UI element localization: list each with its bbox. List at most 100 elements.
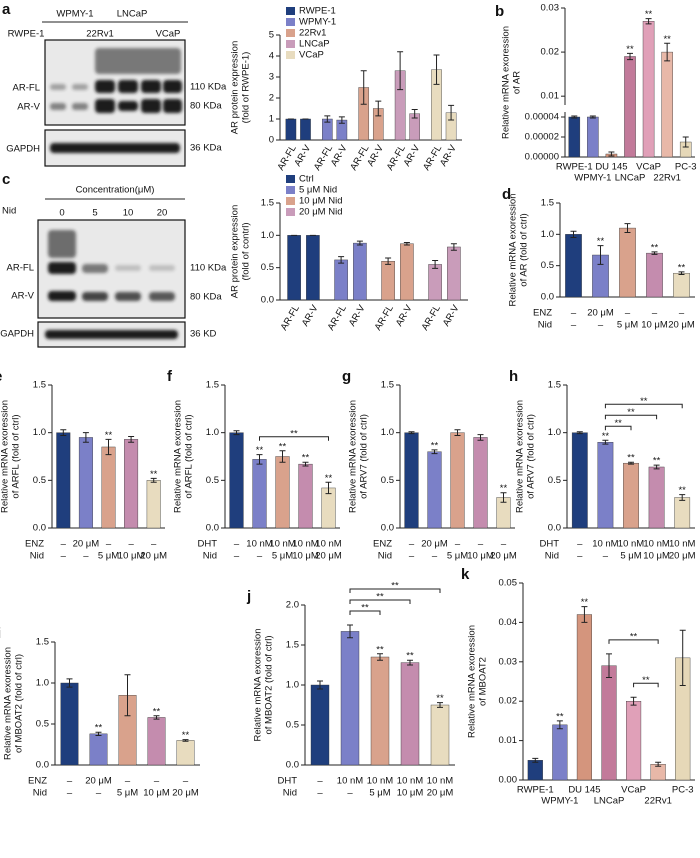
error-bar <box>571 115 578 119</box>
treatment-label: 20 μM <box>315 551 342 562</box>
y-tick-label: 0 <box>269 135 274 146</box>
y-tick-label: 0.00002 <box>525 132 559 143</box>
error-bar <box>124 674 131 717</box>
blot-group: LNCaP <box>117 9 148 20</box>
treatment-label: – <box>183 776 189 787</box>
treatment-label: 20 μM <box>421 539 448 550</box>
treatment-label: 10 μM <box>143 788 170 799</box>
error-bar <box>338 116 345 124</box>
panel-letter: c <box>2 171 10 188</box>
bar <box>430 704 450 766</box>
y-tick-label: 0.03 <box>541 3 560 14</box>
blot-a: a WPMY-1 LNCaP RWPE-1 22Rv1 VCaP AR-FL A… <box>2 1 227 167</box>
y-tick-label: 1.0 <box>33 427 46 438</box>
treatment-name: Nid <box>283 788 297 799</box>
treatment-label: – <box>432 551 438 562</box>
treatment-label: 10 μM <box>467 551 494 562</box>
error-bar <box>360 70 367 105</box>
y-axis-label: of ARV7 (fold of ctrl) <box>359 414 370 499</box>
blot-lane: 20 <box>157 208 168 219</box>
band <box>118 101 138 111</box>
x-tick-label: LNCaP <box>594 796 625 807</box>
band <box>118 80 138 93</box>
error-bar <box>356 240 363 246</box>
treatment-label: – <box>577 551 583 562</box>
y-axis-label: (fold of contrl) <box>241 222 252 280</box>
panel-letter: a <box>2 1 11 18</box>
y-tick-label: 2 <box>269 93 274 104</box>
y-tick-label: 0.5 <box>381 475 394 486</box>
size-label: 80 KDa <box>190 101 222 112</box>
treatment-label: – <box>571 308 577 319</box>
size-label: 36 KDa <box>190 143 222 154</box>
y-tick-label: 0.0 <box>33 523 46 534</box>
x-tick-label: AR-FL <box>420 303 443 332</box>
bar <box>60 682 79 766</box>
error-bar <box>432 260 439 269</box>
treatment-label: 10 nM <box>367 776 393 787</box>
bar <box>306 235 320 301</box>
band-label: AR-V <box>17 102 40 113</box>
y-tick-label: 1.0 <box>286 680 299 691</box>
treatment-label: 20 μM <box>668 320 695 331</box>
bar <box>370 656 390 766</box>
x-tick-label: AR-V <box>394 303 415 329</box>
treatment-label: 10 μM <box>292 551 319 562</box>
bar <box>89 733 108 766</box>
treatment-label: – <box>317 776 323 787</box>
blot-lane: 5 <box>92 208 97 219</box>
band-label: GAPDH <box>6 144 40 155</box>
band <box>48 230 76 258</box>
error-bar <box>624 223 631 233</box>
y-tick-label: 1.0 <box>36 678 49 689</box>
x-tick-label: RWPE-1 <box>517 785 554 796</box>
bar <box>334 259 348 301</box>
significance-label: ** <box>663 34 671 45</box>
bar <box>626 701 642 781</box>
error-bar <box>679 494 686 501</box>
band <box>45 330 178 339</box>
bar <box>147 717 166 766</box>
y-tick-label: 2.0 <box>286 600 299 611</box>
comparison-bracket <box>349 599 411 604</box>
comparison-label: ** <box>614 418 622 429</box>
treatment-label: – <box>455 539 461 550</box>
panel-letter: h <box>509 368 518 385</box>
legend-swatch <box>286 18 295 26</box>
treatment-label: 20 μM <box>669 551 696 562</box>
treatment-label: 5 μM <box>369 788 390 799</box>
treatment-label: 20 μM <box>73 539 100 550</box>
error-bar <box>182 739 189 742</box>
comparison-bracket <box>604 425 632 431</box>
error-bar <box>408 431 415 435</box>
comparison-label: ** <box>627 407 635 418</box>
y-tick-label: 0.5 <box>261 262 274 273</box>
error-bar <box>433 54 440 85</box>
y-axis-label: AR protein expression <box>230 205 241 298</box>
comparison-bracket <box>349 610 381 615</box>
band <box>141 80 161 93</box>
treatment-label: – <box>154 776 160 787</box>
band <box>149 265 175 271</box>
treatment-label: – <box>106 539 112 550</box>
x-tick-label: AR-FL <box>326 303 349 332</box>
legend-swatch <box>286 51 295 59</box>
bar <box>673 272 690 298</box>
y-axis-label: Relative mRNA exoression <box>467 625 478 738</box>
error-bar <box>630 696 637 706</box>
x-tick-label: AR-FL <box>279 303 302 332</box>
error-bar <box>385 257 392 265</box>
significance-label: ** <box>376 644 384 655</box>
error-bar <box>437 702 443 708</box>
y-axis-label: of ARFL (fold of ctrl) <box>184 414 195 498</box>
blot-lane: 0 <box>59 208 64 219</box>
significance-label: ** <box>431 440 439 451</box>
blot-lane: 22Rv1 <box>86 29 113 40</box>
y-tick-label: 5 <box>269 30 274 41</box>
y-tick-label: 0.5 <box>33 475 46 486</box>
treatment-label: 20 μM <box>172 788 199 799</box>
band <box>115 292 141 301</box>
blot-c: c Concentration(μM) Nid 0 5 10 20 AR-FL … <box>0 171 227 348</box>
bar <box>300 118 311 141</box>
band <box>50 103 66 110</box>
